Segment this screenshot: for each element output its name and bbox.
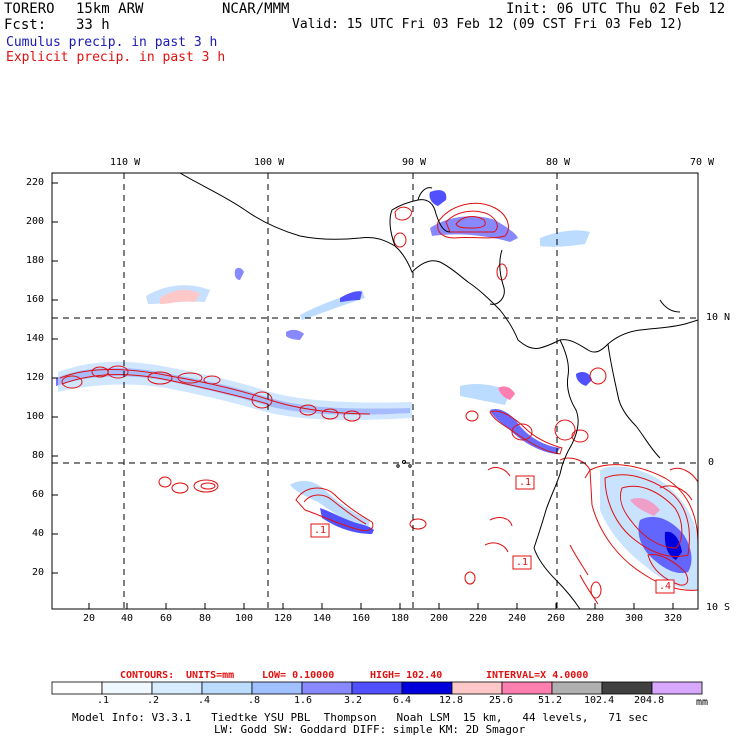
lon-label-110w: 110 W <box>110 157 141 168</box>
lon-label-70w: 70 W <box>690 157 715 168</box>
x-tick-label: 40 <box>121 613 134 624</box>
model-resolution: 15km ARW <box>76 1 144 17</box>
model-info: Model Info: V3.3.1 Tiedtke YSU PBL Thomp… <box>72 711 649 724</box>
x-tick-label: 80 <box>199 613 212 624</box>
y-tick-label: 20 <box>32 567 45 578</box>
contour-label: .1 <box>314 525 327 536</box>
contours-low: LOW= 0.10000 <box>262 670 335 681</box>
x-tick-label: 200 <box>430 613 449 624</box>
colorbar-label: 102.4 <box>584 695 615 706</box>
x-tick-label: 160 <box>352 613 371 624</box>
lon-label-80w: 80 W <box>546 157 571 168</box>
y-tick-label: 80 <box>32 450 45 461</box>
x-tick-label: 220 <box>469 613 488 624</box>
contours-prefix: CONTOURS: <box>120 670 175 681</box>
contours-high: HIGH= 102.40 <box>370 670 443 681</box>
coastline <box>179 173 698 609</box>
lat-label-0: 0 <box>708 457 715 468</box>
forecast-hour: 33 h <box>76 17 110 33</box>
explicit-precip-contours <box>59 202 698 605</box>
contours-units: UNITS=mm <box>186 670 235 681</box>
map-frame <box>51 172 699 610</box>
explicit-legend: Explicit precip. in past 3 h <box>6 50 226 65</box>
x-tick-label: 120 <box>274 613 293 624</box>
colorbar-label: 3.2 <box>344 695 363 706</box>
colorbar-label: 6.4 <box>393 695 412 706</box>
x-tick-label: 20 <box>83 613 96 624</box>
cumulus-legend: Cumulus precip. in past 3 h <box>6 35 218 50</box>
lat-label-10s: 10 S <box>706 602 731 613</box>
colorbar-label: 1.6 <box>294 695 313 706</box>
x-tick-label: 280 <box>586 613 605 624</box>
y-tick-label: 40 <box>32 528 45 539</box>
colorbar-label: 51.2 <box>538 695 563 706</box>
map-content <box>52 173 698 609</box>
model-org: NCAR/MMM <box>222 1 290 17</box>
y-tick-label: 200 <box>26 216 45 227</box>
x-tick-label: 60 <box>160 613 173 624</box>
colorbar-label: .8 <box>248 695 261 706</box>
x-tick-label: 300 <box>625 613 644 624</box>
tick-marks <box>52 182 674 609</box>
x-tick-label: 100 <box>235 613 254 624</box>
forecast-label: Fcst: <box>4 17 47 33</box>
y-tick-label: 180 <box>26 255 45 266</box>
x-tick-label: 180 <box>391 613 410 624</box>
y-tick-label: 120 <box>26 372 45 383</box>
x-tick-label: 260 <box>547 613 566 624</box>
colorbar-label: .1 <box>97 695 110 706</box>
lon-label-100w: 100 W <box>254 157 285 168</box>
init-time: Init: 06 UTC Thu 02 Feb 12 <box>506 1 726 17</box>
x-tick-label: 240 <box>508 613 527 624</box>
contour-label: .1 <box>519 477 532 488</box>
colorbar-label: .4 <box>198 695 211 706</box>
model-name: TORERO <box>4 1 55 17</box>
lon-label-90w: 90 W <box>402 157 427 168</box>
colorbar-unit: mm <box>696 697 709 708</box>
colorbar-label: 204.8 <box>634 695 665 706</box>
y-tick-label: 60 <box>32 489 45 500</box>
model-physics: LW: Godd SW: Goddard DIFF: simple KM: 2D… <box>214 723 526 736</box>
y-tick-label: 220 <box>26 177 45 188</box>
y-tick-label: 140 <box>26 333 45 344</box>
contour-label: .1 <box>516 557 529 568</box>
colorbar-label: 25.6 <box>489 695 514 706</box>
x-tick-label: 320 <box>664 613 683 624</box>
y-tick-label: 100 <box>26 411 45 422</box>
colorbar-label: 12.8 <box>439 695 464 706</box>
contours-interval: INTERVAL=X 4.0000 <box>486 670 589 681</box>
lat-label-10n: 10 N <box>706 312 731 323</box>
y-tick-label: 160 <box>26 294 45 305</box>
contour-label-boxes <box>310 475 675 594</box>
contour-label: .4 <box>659 581 672 592</box>
valid-time: Valid: 15 UTC Fri 03 Feb 12 (09 CST Fri … <box>292 17 684 32</box>
colorbar-label: .2 <box>147 695 160 706</box>
latlon-grid <box>52 173 698 609</box>
x-tick-label: 140 <box>313 613 332 624</box>
